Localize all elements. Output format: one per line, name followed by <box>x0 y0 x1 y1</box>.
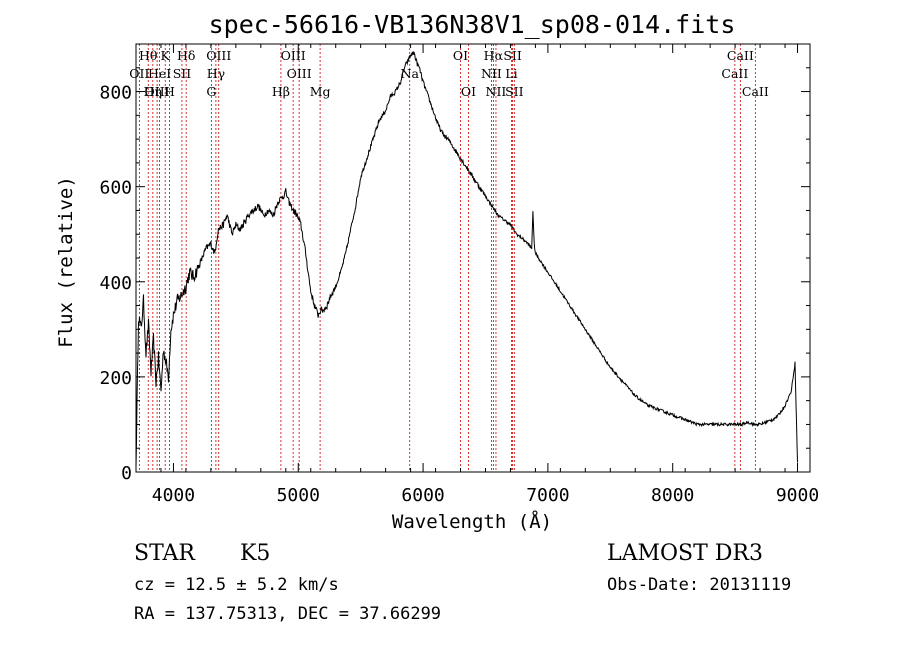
obs-date: Obs-Date: 20131119 <box>607 575 791 595</box>
x-tick-label: 9000 <box>776 485 819 506</box>
x-tick-label: 8000 <box>651 485 694 506</box>
y-axis-ticks: 0 200 400 600 800 <box>99 67 810 484</box>
spectral-line-label: OI <box>453 48 468 63</box>
spectral-line-label: SII <box>173 66 192 81</box>
spectral-line-label: HeI <box>148 66 171 81</box>
y-tick-label: 600 <box>99 178 132 199</box>
redshift-cz: cz = 12.5 ± 5.2 km/s <box>134 575 339 595</box>
object-class: STAR <box>134 541 196 566</box>
spectral-line-label: OIII <box>287 66 312 81</box>
spectral-line-label: SII <box>505 84 524 99</box>
y-axis-label: Flux (relative) <box>55 176 77 348</box>
x-axis-label: Wavelength (Å) <box>392 510 552 533</box>
spectral-line-label: Na <box>401 66 420 81</box>
spectral-line-label: NII <box>486 84 507 99</box>
spectral-line-label: Hδ <box>177 48 195 63</box>
x-tick-label: 4000 <box>152 485 195 506</box>
flux-series-line <box>135 51 798 468</box>
spectral-line-label: Hβ <box>272 84 290 99</box>
spectral-line-label: OIII <box>206 48 231 63</box>
chart-title: spec-56616-VB136N38V1_sp08-014.fits <box>209 10 736 39</box>
spectral-line-label: K <box>161 48 171 63</box>
spectral-line-label: OII <box>129 66 149 81</box>
y-tick-label: 200 <box>99 368 132 389</box>
spectral-line-label: OIII <box>145 84 170 99</box>
y-tick-label: 0 <box>121 463 132 484</box>
spectral-line-label: Li <box>505 66 517 81</box>
object-subclass: K5 <box>240 541 270 566</box>
spectral-line-label: Hη <box>144 84 162 99</box>
survey-name: LAMOST DR3 <box>607 541 763 566</box>
spectral-line-markers <box>138 44 756 472</box>
spectral-line-label: Mg <box>310 84 331 99</box>
ra-dec-coordinates: RA = 137.75313, DEC = 37.66299 <box>134 604 441 624</box>
plot-frame <box>135 43 811 473</box>
spectral-line-label: OI <box>461 84 476 99</box>
x-tick-label: 6000 <box>401 485 444 506</box>
spectral-line-label: Hγ <box>207 66 225 81</box>
spectral-line-label: CaII <box>742 84 769 99</box>
y-tick-label: 800 <box>99 83 132 104</box>
spectral-line-label: H <box>164 84 175 99</box>
x-tick-label: 5000 <box>277 485 320 506</box>
spectral-line-label: CaII <box>721 66 748 81</box>
spectral-line-label: Hα <box>484 48 504 63</box>
x-axis-ticks: 4000 5000 6000 7000 8000 9000 <box>135 44 819 506</box>
spectral-line-label: NII <box>481 66 502 81</box>
x-tick-label: 7000 <box>526 485 569 506</box>
spectral-line-label: G <box>206 84 216 99</box>
spectral-line-label: OIII <box>281 48 306 63</box>
spectral-line-label: Hθ <box>139 48 157 63</box>
spectral-line-label: SII <box>503 48 522 63</box>
y-tick-label: 400 <box>99 273 132 294</box>
spectral-line-label: CaII <box>727 48 754 63</box>
